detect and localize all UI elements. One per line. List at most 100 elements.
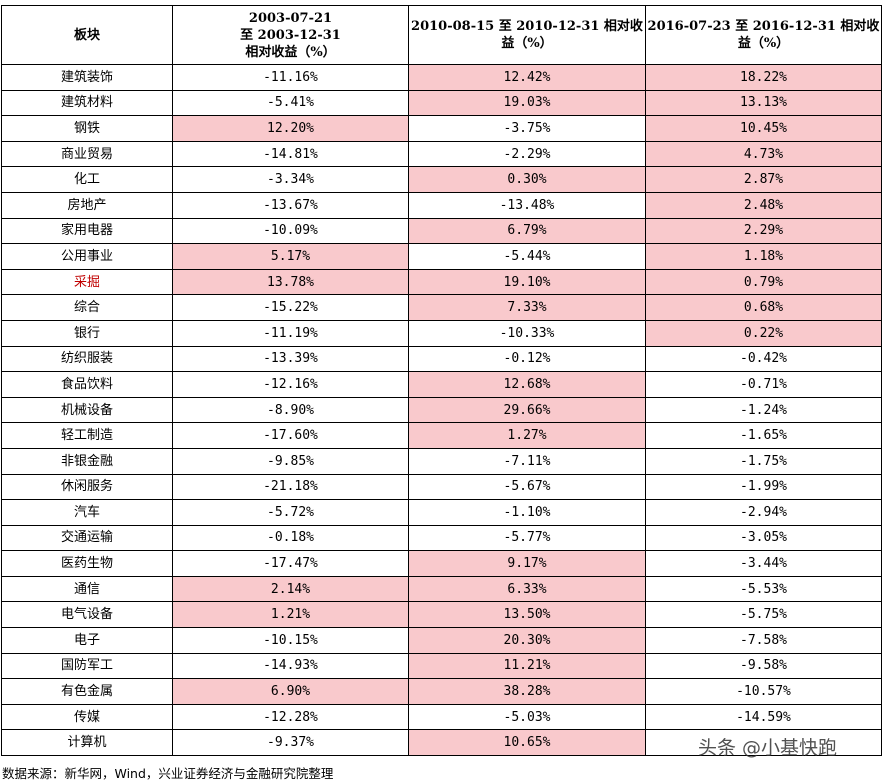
- return-cell: 1.21%: [172, 601, 409, 629]
- sector-cell: 非银金融: [1, 447, 173, 475]
- return-cell: -5.53%: [645, 575, 882, 603]
- table-row: 轻工制造 -17.60% 1.27% -1.65%: [1, 422, 882, 449]
- table-row: 休闲服务 -21.18% -5.67% -1.99%: [1, 473, 882, 501]
- source-note: 数据来源：新华网，Wind，兴业证券经济与金融研究院整理: [2, 766, 334, 781]
- table-row: 电气设备 1.21% 13.50% -5.75%: [1, 601, 882, 629]
- return-cell: -17.60%: [172, 422, 409, 449]
- column-header: 2016-07-23 至 2016-12-31 相对收益（%）: [645, 5, 882, 65]
- return-cell: -0.71%: [645, 371, 882, 398]
- table-row: 计算机 -9.37% 10.65%: [1, 729, 882, 757]
- return-cell: -0.18%: [172, 524, 409, 552]
- return-cell: -17.47%: [172, 550, 409, 577]
- return-cell: -21.18%: [172, 473, 409, 501]
- table-row: 采掘 13.78% 19.10% 0.79%: [1, 268, 882, 296]
- sector-cell: 汽车: [1, 499, 173, 526]
- sector-cell: 采掘: [1, 268, 173, 296]
- return-cell: -10.33%: [408, 319, 646, 347]
- sector-cell: 通信: [1, 575, 173, 603]
- sector-cell: 休闲服务: [1, 473, 173, 501]
- table-row: 汽车 -5.72% -1.10% -2.94%: [1, 499, 882, 526]
- return-cell: -15.22%: [172, 294, 409, 321]
- return-cell: 12.20%: [172, 115, 409, 142]
- return-cell: -5.75%: [645, 601, 882, 629]
- return-cell: -5.67%: [408, 473, 646, 501]
- return-cell: 6.33%: [408, 575, 646, 603]
- return-cell: -11.16%: [172, 64, 409, 91]
- return-cell: 4.73%: [645, 140, 882, 168]
- return-cell: 11.21%: [408, 652, 646, 680]
- header-row: 板块 2003-07-21 至 2003-12-31 相对收益（%） 2010-08-1…: [1, 5, 882, 65]
- return-cell: 0.22%: [645, 319, 882, 347]
- table-row: 钢铁 12.20% -3.75% 10.45%: [1, 115, 882, 142]
- return-cell: -1.99%: [645, 473, 882, 501]
- return-cell: -10.09%: [172, 217, 409, 245]
- column-header: 板块: [1, 5, 173, 65]
- return-cell: 13.78%: [172, 268, 409, 296]
- return-cell: -3.34%: [172, 166, 409, 193]
- return-cell: [645, 729, 882, 757]
- return-cell: -8.90%: [172, 396, 409, 424]
- return-cell: 0.79%: [645, 268, 882, 296]
- return-cell: 2.48%: [645, 191, 882, 219]
- return-cell: 29.66%: [408, 396, 646, 424]
- return-cell: 6.90%: [172, 678, 409, 705]
- return-cell: -0.42%: [645, 345, 882, 373]
- return-cell: -12.16%: [172, 371, 409, 398]
- return-cell: 12.42%: [408, 64, 646, 91]
- return-cell: -3.75%: [408, 115, 646, 142]
- table-row: 交通运输 -0.18% -5.77% -3.05%: [1, 524, 882, 552]
- return-cell: 7.33%: [408, 294, 646, 321]
- return-cell: -1.24%: [645, 396, 882, 424]
- return-cell: 12.68%: [408, 371, 646, 398]
- return-cell: -3.05%: [645, 524, 882, 552]
- table-row: 非银金融 -9.85% -7.11% -1.75%: [1, 447, 882, 475]
- table-row: 医药生物 -17.47% 9.17% -3.44%: [1, 550, 882, 577]
- sector-cell: 电子: [1, 627, 173, 654]
- sector-cell: 国防军工: [1, 652, 173, 680]
- table-row: 家用电器 -10.09% 6.79% 2.29%: [1, 217, 882, 245]
- return-cell: 5.17%: [172, 243, 409, 270]
- sector-cell: 综合: [1, 294, 173, 321]
- return-cell: -10.15%: [172, 627, 409, 654]
- return-cell: -12.28%: [172, 703, 409, 731]
- return-cell: 18.22%: [645, 64, 882, 91]
- table-row: 电子 -10.15% 20.30% -7.58%: [1, 627, 882, 654]
- return-cell: -11.19%: [172, 319, 409, 347]
- sector-cell: 公用事业: [1, 243, 173, 270]
- return-cell: 19.10%: [408, 268, 646, 296]
- return-cell: -5.72%: [172, 499, 409, 526]
- return-cell: -13.67%: [172, 191, 409, 219]
- return-cell: -13.48%: [408, 191, 646, 219]
- return-cell: -13.39%: [172, 345, 409, 373]
- return-cell: -9.37%: [172, 729, 409, 757]
- return-cell: 0.30%: [408, 166, 646, 193]
- return-cell: 20.30%: [408, 627, 646, 654]
- table-row: 公用事业 5.17% -5.44% 1.18%: [1, 243, 882, 270]
- return-cell: -1.65%: [645, 422, 882, 449]
- sector-cell: 化工: [1, 166, 173, 193]
- table-row: 房地产 -13.67% -13.48% 2.48%: [1, 191, 882, 219]
- table-row: 传媒 -12.28% -5.03% -14.59%: [1, 703, 882, 731]
- table-row: 纺织服装 -13.39% -0.12% -0.42%: [1, 345, 882, 373]
- table-row: 建筑装饰 -11.16% 12.42% 18.22%: [1, 64, 882, 91]
- sector-cell: 医药生物: [1, 550, 173, 577]
- return-cell: 0.68%: [645, 294, 882, 321]
- sector-cell: 传媒: [1, 703, 173, 731]
- table-row: 商业贸易 -14.81% -2.29% 4.73%: [1, 140, 882, 168]
- watermark-text: 头条 @小基快跑: [698, 737, 838, 759]
- return-cell: -5.44%: [408, 243, 646, 270]
- sector-cell: 纺织服装: [1, 345, 173, 373]
- return-cell: 1.18%: [645, 243, 882, 270]
- table-body: 建筑装饰 -11.16% 12.42% 18.22% 建筑材料 -5.41% 19.03% 1…: [1, 64, 882, 757]
- table-row: 有色金属 6.90% 38.28% -10.57%: [1, 678, 882, 705]
- return-cell: -1.75%: [645, 447, 882, 475]
- return-cell: 10.65%: [408, 729, 646, 757]
- sector-cell: 计算机: [1, 729, 173, 757]
- table-row: 建筑材料 -5.41% 19.03% 13.13%: [1, 89, 882, 117]
- return-cell: -0.12%: [408, 345, 646, 373]
- return-cell: 2.29%: [645, 217, 882, 245]
- column-header: 2003-07-21 至 2003-12-31 相对收益（%）: [172, 5, 409, 65]
- return-cell: -10.57%: [645, 678, 882, 705]
- sector-cell: 建筑装饰: [1, 64, 173, 91]
- returns-table: 板块 2003-07-21 至 2003-12-31 相对收益（%） 2010-08-1…: [1, 5, 882, 757]
